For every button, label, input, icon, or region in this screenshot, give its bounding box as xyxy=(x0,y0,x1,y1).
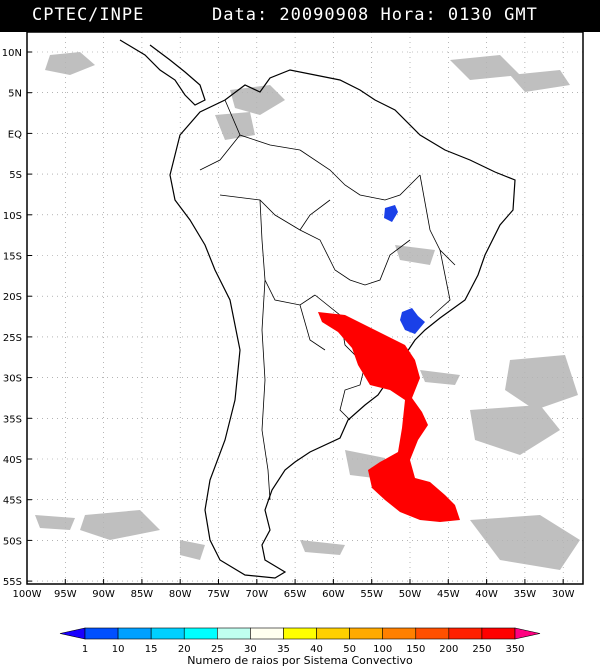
lat-tick-label: 15S xyxy=(3,252,22,263)
latitude-labels: 10N 5N EQ 5S 10S 15S 20S 25S 30S 35S 40S 45S 50S 55S xyxy=(2,48,32,588)
colorbar xyxy=(59,627,541,640)
colorbar-label: 25 xyxy=(211,644,224,655)
colorbar-labels: 1 10 15 20 25 30 35 40 50 100 150 200 250 350 xyxy=(82,644,525,655)
lat-tick-label: 5S xyxy=(9,170,22,181)
lon-tick-label: 55W xyxy=(360,589,383,600)
title-bar: CPTEC/INPE Data: 20090908 Hora: 0130 GMT xyxy=(0,0,600,32)
colorbar-swatch xyxy=(117,627,152,640)
colorbar-label: 1 xyxy=(82,644,88,655)
map-frame xyxy=(26,31,584,585)
lat-tick-label: 30S xyxy=(3,374,22,385)
lon-tick-label: 40W xyxy=(475,589,498,600)
lon-tick-label: 85W xyxy=(131,589,154,600)
colorbar-swatch xyxy=(150,627,185,640)
lon-tick-label: 35W xyxy=(514,589,537,600)
colorbar-label: 30 xyxy=(244,644,257,655)
lon-tick-label: 90W xyxy=(92,589,115,600)
lon-tick-label: 65W xyxy=(284,589,307,600)
lat-lon-grid xyxy=(26,32,583,584)
lat-tick-label: 25S xyxy=(3,333,22,344)
lon-tick-label: 70W xyxy=(245,589,268,600)
colorbar-label: 200 xyxy=(439,644,458,655)
lat-tick-label: 45S xyxy=(3,496,22,507)
colorbar-label: 350 xyxy=(505,644,524,655)
lat-tick-label: 55S xyxy=(3,577,22,588)
lon-tick-label: 60W xyxy=(322,589,345,600)
lightning-cluster-red xyxy=(318,312,460,522)
lon-tick-label: 30W xyxy=(552,589,575,600)
cloud-cover xyxy=(35,52,580,570)
lat-tick-label: 10N xyxy=(2,48,22,59)
source-label: CPTEC/INPE xyxy=(32,5,145,25)
colorbar-swatch xyxy=(481,627,516,640)
colorbar-label: 40 xyxy=(310,644,323,655)
lat-tick-label: 35S xyxy=(3,414,22,425)
colorbar-label: 100 xyxy=(373,644,392,655)
longitude-labels: 100W 95W 90W 85W 80W 75W 70W 65W 60W 55W 50W 45W 40W… xyxy=(13,579,575,600)
colorbar-swatch xyxy=(84,627,119,640)
colorbar-label: 20 xyxy=(178,644,191,655)
colorbar-swatch xyxy=(349,627,383,640)
lon-tick-label: 45W xyxy=(437,589,460,600)
lightning-cluster-blue-2 xyxy=(400,308,425,334)
continent-outline xyxy=(119,39,516,579)
colorbar-swatch xyxy=(217,627,251,640)
lon-tick-label: 95W xyxy=(54,589,77,600)
colorbar-swatch xyxy=(382,627,417,640)
datetime-label: Data: 20090908 Hora: 0130 GMT xyxy=(212,5,538,25)
colorbar-label: 10 xyxy=(112,644,125,655)
lat-tick-label: 10S xyxy=(3,211,22,222)
south-america-coastline xyxy=(169,69,516,579)
colorbar-swatch xyxy=(59,627,86,640)
lat-tick-label: 50S xyxy=(3,536,22,547)
colorbar-label: 150 xyxy=(406,644,425,655)
lightning-clusters xyxy=(318,205,460,522)
colorbar-label: 250 xyxy=(472,644,491,655)
colorbar-swatch xyxy=(415,627,450,640)
colorbar-swatch xyxy=(250,627,284,640)
legend-caption: Numero de raios por Sistema Convectivo xyxy=(187,654,413,667)
colorbar-swatch xyxy=(183,627,218,640)
colorbar-swatch xyxy=(514,627,541,640)
central-america-coastline xyxy=(119,39,206,106)
lat-tick-label: 40S xyxy=(3,455,22,466)
lon-tick-label: 75W xyxy=(207,589,230,600)
colorbar-swatch xyxy=(448,627,483,640)
lightning-cluster-blue-1 xyxy=(384,205,398,222)
lat-tick-label: EQ xyxy=(8,129,22,140)
colorbar-label: 35 xyxy=(277,644,290,655)
lat-tick-label: 5N xyxy=(8,89,22,100)
colorbar-label: 50 xyxy=(343,644,356,655)
lon-tick-label: 50W xyxy=(399,589,422,600)
colorbar-swatch xyxy=(316,627,350,640)
colorbar-swatch xyxy=(283,627,317,640)
lon-tick-label: 80W xyxy=(169,589,192,600)
lat-tick-label: 20S xyxy=(3,292,22,303)
colorbar-label: 15 xyxy=(145,644,158,655)
lon-tick-label: 100W xyxy=(13,589,42,600)
